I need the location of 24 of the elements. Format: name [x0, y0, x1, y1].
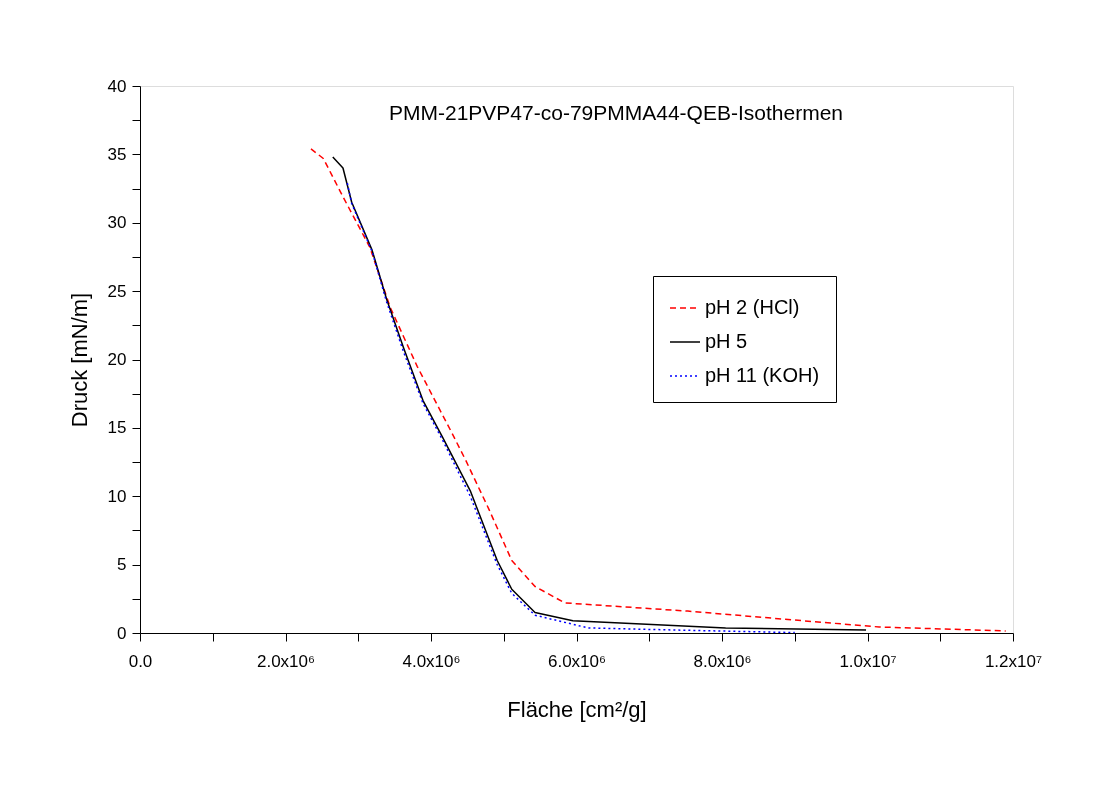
x-axis-title: Fläche [cm²/g]: [507, 696, 647, 722]
y-tick-label: 40: [107, 76, 127, 96]
line-series: [310, 148, 1007, 632]
y-tick-label: 25: [107, 281, 127, 301]
y-tick-label: 5: [117, 555, 127, 575]
y-axis-title: Druck [mN/m]: [66, 292, 92, 428]
x-tick-label: 4.0x10⁶: [402, 651, 461, 671]
legend-label: pH 11 (KOH): [705, 364, 820, 386]
x-tick-label: 0.0: [128, 651, 153, 671]
x-tick-label: 1.2x10⁷: [984, 651, 1043, 671]
y-tick-label: 15: [107, 418, 127, 438]
x-tick-label: 6.0x10⁶: [547, 651, 607, 671]
legend-label: pH 2 (HCl): [705, 296, 800, 318]
y-tick-label: 0: [117, 623, 127, 643]
x-tick-label: 8.0x10⁶: [693, 651, 752, 671]
legend-label: pH 5: [705, 330, 748, 352]
line-series: [332, 156, 867, 631]
y-tick-label: 35: [107, 144, 127, 164]
x-tick-label: 1.0x10⁷: [839, 651, 897, 671]
y-tick-label: 10: [107, 486, 127, 506]
y-tick-label: 20: [107, 350, 127, 369]
text: PMM-21PVP47-co-79PMMA44-QEB-Isothermen: [389, 101, 843, 124]
x-tick-label: 2.0x10⁶: [256, 651, 316, 671]
y-tick-label: 30: [107, 213, 127, 233]
